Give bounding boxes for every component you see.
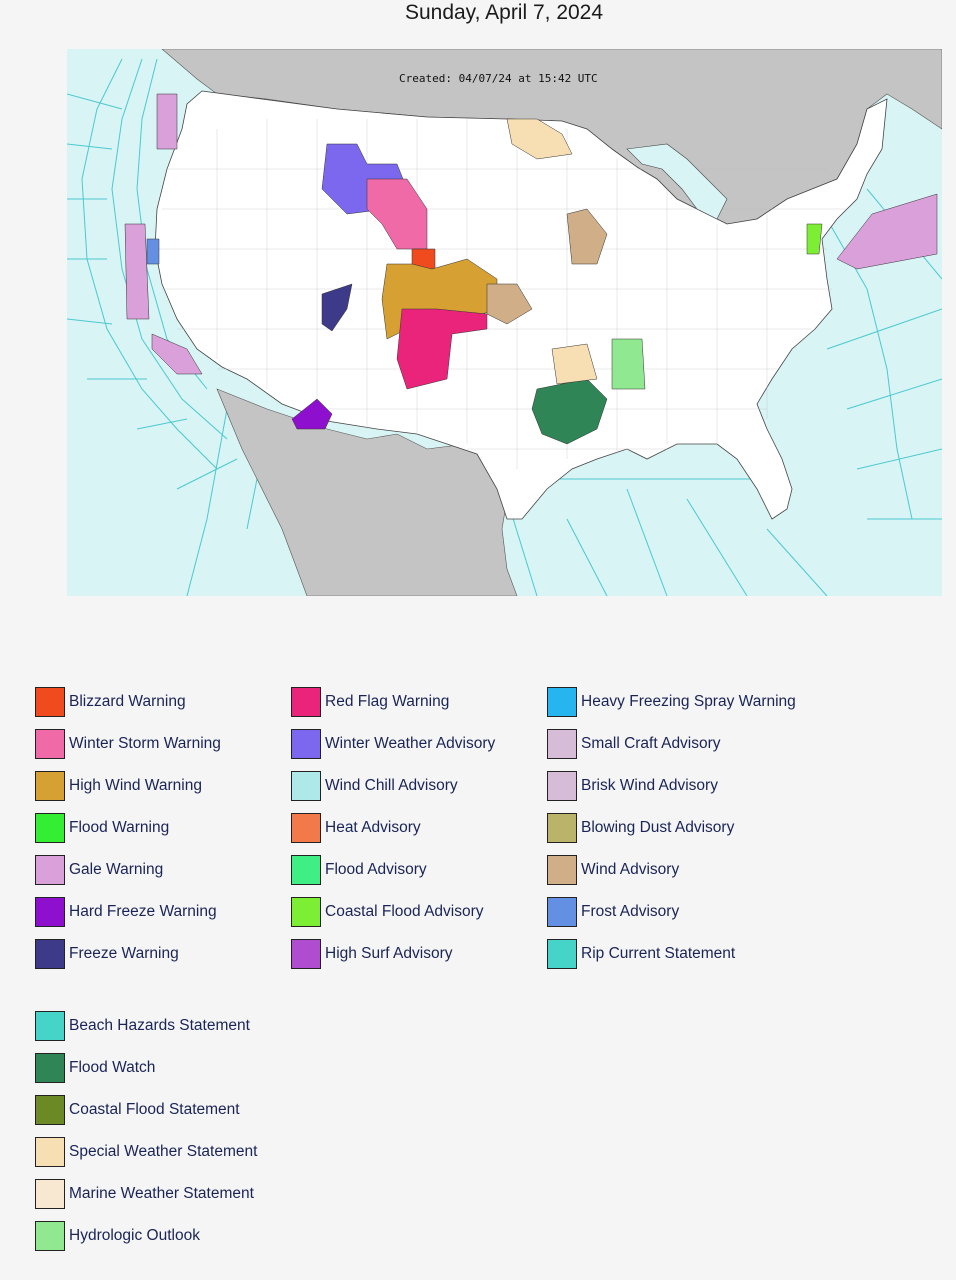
legend-swatch	[547, 939, 577, 969]
legend-swatch	[291, 939, 321, 969]
legend-swatch	[547, 813, 577, 843]
legend-label: High Wind Warning	[69, 777, 202, 794]
legend-label: High Surf Advisory	[325, 945, 453, 962]
hazard-map[interactable]: Created: 04/07/24 at 15:42 UTC	[67, 49, 942, 596]
legend-swatch	[35, 1221, 65, 1251]
legend-swatch	[35, 729, 65, 759]
legend-item: Gale Warning	[35, 854, 163, 886]
legend-label: Heavy Freezing Spray Warning	[581, 693, 796, 710]
legend-swatch	[291, 813, 321, 843]
legend-item: Blizzard Warning	[35, 686, 186, 718]
legend-label: Winter Weather Advisory	[325, 735, 496, 752]
legend-item: Winter Storm Warning	[35, 728, 221, 760]
legend-item: Freeze Warning	[35, 938, 179, 970]
legend-label: Beach Hazards Statement	[69, 1017, 250, 1034]
legend-swatch	[547, 771, 577, 801]
legend-item: Beach Hazards Statement	[35, 1010, 250, 1042]
legend-item: Coastal Flood Statement	[35, 1094, 240, 1126]
legend-swatch	[35, 939, 65, 969]
legend-swatch	[35, 771, 65, 801]
legend-swatch	[35, 897, 65, 927]
legend-item: Hydrologic Outlook	[35, 1220, 200, 1252]
legend-label: Special Weather Statement	[69, 1143, 258, 1160]
legend-item: High Wind Warning	[35, 770, 202, 802]
legend-item: Flood Watch	[35, 1052, 155, 1084]
legend-label: Frost Advisory	[581, 903, 680, 920]
legend-item: Winter Weather Advisory	[291, 728, 495, 760]
legend-label: Red Flag Warning	[325, 693, 450, 710]
legend-item: Hard Freeze Warning	[35, 896, 217, 928]
map-created-label: Created: 04/07/24 at 15:42 UTC	[399, 72, 598, 85]
legend-item: Small Craft Advisory	[547, 728, 721, 760]
legend-swatch	[35, 1095, 65, 1125]
legend-label: Flood Advisory	[325, 861, 427, 878]
legend-swatch	[291, 771, 321, 801]
legend-item: Heat Advisory	[291, 812, 421, 844]
legend-swatch	[547, 687, 577, 717]
legend-item: Coastal Flood Advisory	[291, 896, 484, 928]
legend-label: Winter Storm Warning	[69, 735, 221, 752]
legend-item: Frost Advisory	[547, 896, 679, 928]
legend-label: Blowing Dust Advisory	[581, 819, 735, 836]
legend-item: Marine Weather Statement	[35, 1178, 254, 1210]
great-lakes	[626, 143, 728, 220]
legend-swatch	[35, 1053, 65, 1083]
legend-label: Freeze Warning	[69, 945, 179, 962]
legend-item: Special Weather Statement	[35, 1136, 257, 1168]
legend-label: Small Craft Advisory	[581, 735, 721, 752]
legend-label: Coastal Flood Advisory	[325, 903, 484, 920]
legend-label: Hard Freeze Warning	[69, 903, 217, 920]
legend-swatch	[291, 687, 321, 717]
legend-swatch	[547, 855, 577, 885]
legend-swatch	[35, 687, 65, 717]
legend-item: Rip Current Statement	[547, 938, 735, 970]
mexico-land	[216, 388, 518, 596]
legend-swatch	[35, 1137, 65, 1167]
legend-item: Wind Chill Advisory	[291, 770, 458, 802]
legend-swatch	[547, 729, 577, 759]
legend-label: Gale Warning	[69, 861, 164, 878]
legend-item: Heavy Freezing Spray Warning	[547, 686, 796, 718]
legend-label: Marine Weather Statement	[69, 1185, 254, 1202]
legend-item: Brisk Wind Advisory	[547, 770, 718, 802]
legend-item: Wind Advisory	[547, 854, 679, 886]
hazard-regions	[124, 93, 938, 445]
legend-swatch	[291, 855, 321, 885]
legend-swatch	[35, 813, 65, 843]
legend-label: Brisk Wind Advisory	[581, 777, 718, 794]
page-title: Sunday, April 7, 2024	[404, 1, 604, 24]
legend-swatch	[35, 855, 65, 885]
legend-swatch	[35, 1011, 65, 1041]
legend-item: Blowing Dust Advisory	[547, 812, 734, 844]
legend-label: Coastal Flood Statement	[69, 1101, 240, 1118]
map-canvas: Created: 04/07/24 at 15:42 UTC	[67, 49, 942, 596]
legend-item: Red Flag Warning	[291, 686, 449, 718]
legend-label: Flood Warning	[69, 819, 170, 836]
legend-label: Hydrologic Outlook	[69, 1227, 200, 1244]
legend-item: Flood Warning	[35, 812, 169, 844]
legend-swatch	[547, 897, 577, 927]
legend-swatch	[291, 729, 321, 759]
legend-label: Wind Chill Advisory	[325, 777, 458, 794]
legend-label: Wind Advisory	[581, 861, 680, 878]
legend-label: Blizzard Warning	[69, 693, 186, 710]
legend-label: Flood Watch	[69, 1059, 156, 1076]
legend-swatch	[291, 897, 321, 927]
legend-label: Heat Advisory	[325, 819, 421, 836]
legend-item: Flood Advisory	[291, 854, 427, 886]
legend-label: Rip Current Statement	[581, 945, 736, 962]
legend-swatch	[35, 1179, 65, 1209]
legend-item: High Surf Advisory	[291, 938, 453, 970]
